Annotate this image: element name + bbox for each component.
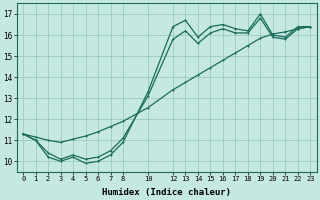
X-axis label: Humidex (Indice chaleur): Humidex (Indice chaleur) <box>102 188 231 197</box>
